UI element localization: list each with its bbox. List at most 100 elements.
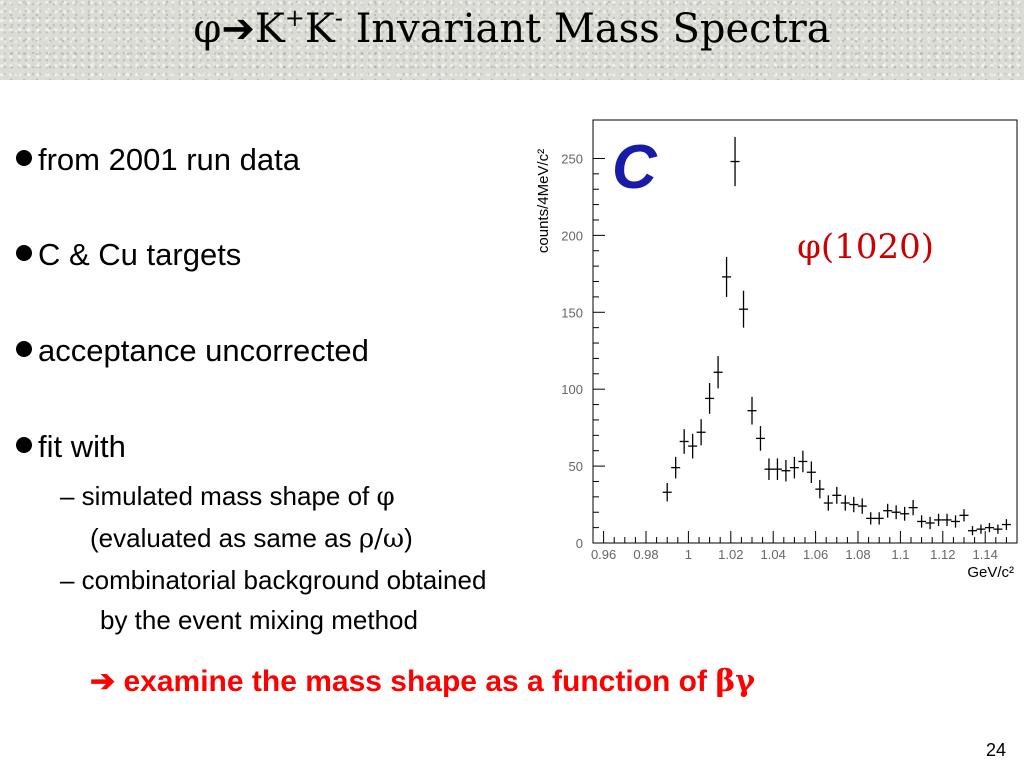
x-axis-label: GeV/c² bbox=[967, 564, 1014, 581]
panel-label: C bbox=[612, 133, 658, 202]
title-phi: φ bbox=[193, 6, 222, 52]
y-tick-label: 200 bbox=[561, 228, 583, 243]
data-point bbox=[730, 136, 740, 187]
conclusion-body: examine the mass shape as a function of bbox=[115, 665, 716, 698]
bullet-dot bbox=[16, 437, 32, 453]
data-point bbox=[976, 524, 986, 534]
title-sup-plus: + bbox=[284, 4, 305, 32]
data-point bbox=[857, 498, 867, 514]
title-k-plus: K bbox=[254, 6, 285, 52]
title-k-minus: K bbox=[304, 6, 335, 52]
data-point bbox=[815, 479, 825, 499]
x-tick-label: 1.1 bbox=[891, 547, 909, 562]
y-tick-label: 250 bbox=[561, 151, 583, 166]
x-tick-label: 1 bbox=[685, 547, 692, 562]
data-point bbox=[908, 499, 918, 516]
y-tick-label: 50 bbox=[569, 459, 583, 474]
sub-bullet-background: – combinatorial background obtained bbox=[60, 565, 487, 595]
y-axis-label: counts/4MeV/c² bbox=[535, 149, 552, 253]
rho-omega-symbol: ρ/ω bbox=[358, 524, 405, 554]
data-point bbox=[925, 516, 935, 530]
data-point bbox=[883, 503, 893, 518]
data-point bbox=[984, 523, 994, 533]
data-point bbox=[747, 396, 757, 425]
sub-bullet-evaluated: (evaluated as same as ρ/ω) bbox=[90, 523, 413, 554]
sub-bullet-simulated: – simulated mass shape of φ bbox=[60, 481, 395, 512]
x-tick-label: 1.06 bbox=[803, 547, 828, 562]
bullet-dot bbox=[16, 150, 32, 166]
x-tick-label: 1.02 bbox=[718, 547, 743, 562]
data-point bbox=[832, 486, 842, 504]
sub-bullet-mixing: by the event mixing method bbox=[100, 605, 418, 635]
data-point bbox=[917, 515, 927, 528]
y-tick-label: 150 bbox=[561, 305, 583, 320]
data-point bbox=[713, 356, 723, 389]
title-sup-minus: - bbox=[334, 4, 343, 32]
bullet-text: C & Cu targets bbox=[38, 237, 242, 272]
data-point bbox=[662, 483, 672, 502]
chart-marks bbox=[662, 136, 1011, 536]
data-point bbox=[934, 513, 944, 527]
page-number: 24 bbox=[985, 740, 1006, 760]
conclusion-text: ➔ examine the mass shape as a function o… bbox=[90, 664, 755, 699]
data-point bbox=[705, 383, 715, 414]
y-tick-label: 0 bbox=[576, 536, 583, 551]
data-point bbox=[688, 433, 698, 459]
data-point bbox=[798, 450, 808, 473]
sub-bullet-text: ) bbox=[404, 523, 413, 553]
bullet-item: acceptance uncorrected bbox=[16, 333, 369, 369]
data-point bbox=[823, 495, 833, 511]
peak-label: φ(1020) bbox=[797, 227, 934, 267]
slide-title: φ➔K+K- Invariant Mass Spectra bbox=[0, 6, 1024, 52]
data-point bbox=[1001, 519, 1011, 530]
data-point bbox=[671, 456, 681, 479]
phi-symbol: φ bbox=[376, 482, 395, 512]
chart-labels: 0 50 100 150 200 250 0.96 0.98 1 1.02 1.04 1.06 1.08… bbox=[535, 133, 1014, 581]
data-point bbox=[696, 419, 706, 446]
data-point bbox=[849, 496, 859, 513]
arrow-icon: ➔ bbox=[90, 665, 116, 698]
title-rest: Invariant Mass Spectra bbox=[342, 6, 831, 52]
data-point bbox=[866, 512, 876, 525]
data-point bbox=[789, 456, 799, 479]
data-point bbox=[951, 515, 961, 528]
bullet-item: C & Cu targets bbox=[16, 237, 241, 273]
x-tick-label: 1.14 bbox=[973, 547, 998, 562]
bullet-text: fit with bbox=[38, 429, 126, 464]
x-tick-label: 1.04 bbox=[761, 547, 786, 562]
data-point bbox=[781, 459, 791, 482]
beta-gamma-symbol: βγ bbox=[715, 664, 756, 699]
bullet-text: acceptance uncorrected bbox=[38, 333, 369, 368]
data-point bbox=[900, 506, 910, 521]
x-tick-label: 0.96 bbox=[591, 547, 616, 562]
data-point bbox=[739, 290, 749, 328]
data-point bbox=[959, 509, 969, 522]
sub-bullet-text: (evaluated as same as bbox=[90, 523, 359, 553]
data-point bbox=[840, 495, 850, 511]
bullet-item: fit with bbox=[16, 429, 126, 465]
data-point bbox=[755, 426, 765, 451]
bullet-text: from 2001 run data bbox=[38, 142, 300, 177]
data-point bbox=[679, 429, 689, 454]
data-point bbox=[722, 256, 732, 297]
data-point bbox=[942, 513, 952, 527]
data-point bbox=[806, 461, 816, 484]
title-arrow: ➔ bbox=[221, 6, 255, 52]
y-tick-label: 100 bbox=[561, 382, 583, 397]
sub-bullet-text: – simulated mass shape of bbox=[60, 481, 377, 511]
x-tick-label: 1.12 bbox=[930, 547, 955, 562]
title-bar bbox=[0, 0, 1024, 80]
x-tick-label: 0.98 bbox=[633, 547, 658, 562]
chart-axes bbox=[592, 119, 1018, 544]
data-point bbox=[993, 524, 1003, 534]
bullet-dot bbox=[16, 245, 32, 261]
data-point bbox=[967, 526, 977, 536]
bullet-item: from 2001 run data bbox=[16, 142, 300, 178]
bullet-dot bbox=[16, 341, 32, 357]
data-point bbox=[874, 512, 884, 525]
data-point bbox=[772, 458, 782, 480]
data-point bbox=[764, 458, 774, 480]
x-tick-label: 1.08 bbox=[845, 547, 870, 562]
data-point bbox=[891, 505, 901, 520]
